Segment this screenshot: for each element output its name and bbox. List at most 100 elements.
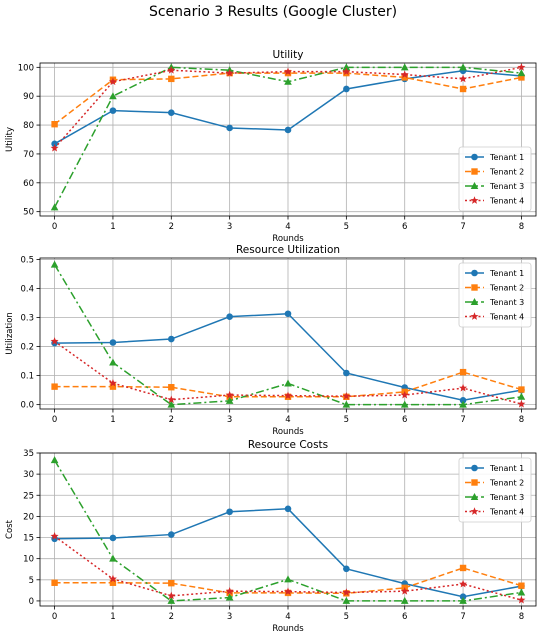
data-point [342,63,351,71]
data-point [401,74,408,81]
y-tick-label: 0.5 [20,255,34,265]
chart-title: Resource Costs [248,439,328,451]
x-tick-label: 1 [110,222,115,232]
data-point [225,593,234,601]
y-tick-label: 50 [23,208,34,218]
x-tick-label: 0 [52,612,57,622]
y-tick-label: 100 [18,63,34,73]
data-point [109,534,117,542]
x-tick-label: 8 [519,415,524,425]
x-tick-label: 6 [402,222,407,232]
y-tick-label: 10 [23,555,34,565]
data-point [51,140,58,148]
data-point [343,369,350,377]
x-tick-label: 1 [110,612,115,622]
data-point [51,579,58,586]
data-point [343,565,350,573]
data-point [342,400,351,408]
data-point [226,508,233,516]
data-point [400,390,409,399]
legend-marker [470,298,479,305]
x-tick-label: 7 [460,222,465,232]
data-point [226,313,233,320]
data-point [109,579,117,586]
x-tick-label: 3 [227,415,232,425]
chart-title: Resource Utilization [236,244,340,256]
legend-marker [470,507,479,515]
data-point [50,143,59,152]
panel-2: Resource Utilization 0 1 2 3 4 5 6 7 8 0.0 0.1 0.2 0.… [5,244,537,437]
panel-3: Resource Costs 0 1 2 3 4 5 6 7 8 0 5 10 15 20 25 30 35 Cos… [5,439,537,632]
legend-label: Tenant 1 [489,153,524,162]
data-point [400,587,409,595]
data-point [284,126,292,134]
data-point [109,339,117,346]
legend-marker [470,493,479,500]
x-tick-label: 8 [519,222,524,232]
data-point [51,383,58,390]
data-point [50,456,59,464]
x-tick-label: 3 [227,222,232,232]
y-axis-label: Utilization [5,312,15,355]
x-axis-label: Rounds [272,427,304,437]
legend-label: Tenant 4 [489,197,524,206]
data-point [459,368,467,376]
data-point [518,74,525,81]
legend-marker [470,312,479,320]
x-axis-label: Rounds [272,234,304,244]
data-point [342,392,351,400]
x-tick-label: 7 [460,612,465,622]
data-point [284,575,292,583]
data-point [225,396,234,404]
legend-label: Tenant 2 [489,284,524,293]
data-point [167,335,175,343]
x-tick-label: 8 [519,612,524,622]
plot-frame [39,452,537,607]
legend: Tenant 1 Tenant 2 Tenant 3 Tenant 4 [458,457,532,523]
data-point [109,107,117,114]
data-point [459,63,467,71]
y-axis-label: Cost [5,519,15,539]
legend-label: Tenant 1 [489,464,524,473]
data-point [167,395,176,404]
data-point [167,66,176,74]
x-tick-label: 4 [285,415,290,425]
legend-label: Tenant 1 [489,269,524,278]
legend-box [458,457,532,523]
y-tick-label: 0 [29,597,34,607]
legend-box [458,146,532,212]
x-tick-label: 0 [52,415,57,425]
data-point [284,505,292,513]
x-tick-label: 5 [344,222,349,232]
data-point [109,92,117,100]
legend-marker [470,196,479,204]
y-tick-label: 25 [23,491,34,501]
data-point [517,392,526,400]
x-tick-label: 4 [285,612,290,622]
data-point [518,582,525,589]
data-point [459,596,467,604]
data-point [167,596,176,604]
data-point [459,383,468,392]
panel-1: Utility 0 1 2 3 4 5 6 7 8 50 60 70 80 90 100 Utility Roun… [5,49,537,244]
y-tick-label: 70 [23,150,34,160]
y-tick-label: 0.0 [20,401,34,411]
legend-label: Tenant 2 [489,479,524,488]
x-tick-label: 2 [169,415,174,425]
data-point [517,588,526,596]
data-point [167,109,175,116]
x-tick-label: 2 [169,612,174,622]
data-point [284,310,292,318]
data-point [167,591,176,600]
data-point [342,588,351,596]
legend-label: Tenant 3 [489,493,524,502]
legend-marker [471,153,478,161]
legend-label: Tenant 4 [489,313,524,322]
series-line [54,535,522,601]
data-point [225,587,234,595]
legend-box [458,262,532,328]
x-tick-label: 0 [52,222,57,232]
y-tick-label: 5 [29,576,34,586]
y-tick-label: 35 [23,449,34,459]
